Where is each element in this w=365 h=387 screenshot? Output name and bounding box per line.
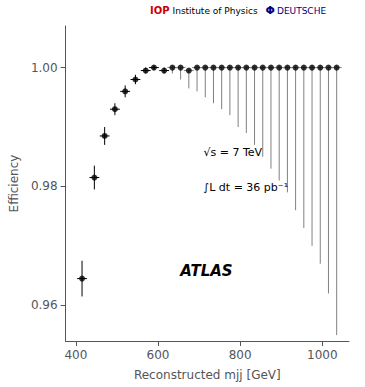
svg-text:400: 400: [64, 348, 87, 362]
svg-text:∫L dt = 36 pb⁻¹: ∫L dt = 36 pb⁻¹: [204, 181, 289, 194]
svg-text:Institute of Physics: Institute of Physics: [173, 6, 258, 16]
svg-text:IOP: IOP: [150, 5, 170, 16]
svg-text:0.96: 0.96: [31, 298, 58, 312]
svg-text:0.98: 0.98: [31, 179, 58, 193]
svg-text:600: 600: [147, 348, 170, 362]
svg-text:√s = 7 TeV: √s = 7 TeV: [204, 146, 263, 159]
svg-text:Efficiency: Efficiency: [7, 155, 21, 213]
svg-text:800: 800: [229, 348, 252, 362]
svg-text:DEUTSCHE: DEUTSCHE: [277, 6, 326, 16]
svg-text:Reconstructed mjj [GeV]: Reconstructed mjj [GeV]: [134, 368, 281, 382]
svg-text:1.00: 1.00: [31, 61, 58, 75]
svg-text:1000: 1000: [307, 348, 338, 362]
svg-text:ATLAS: ATLAS: [179, 262, 232, 280]
svg-text:Φ: Φ: [266, 4, 275, 17]
